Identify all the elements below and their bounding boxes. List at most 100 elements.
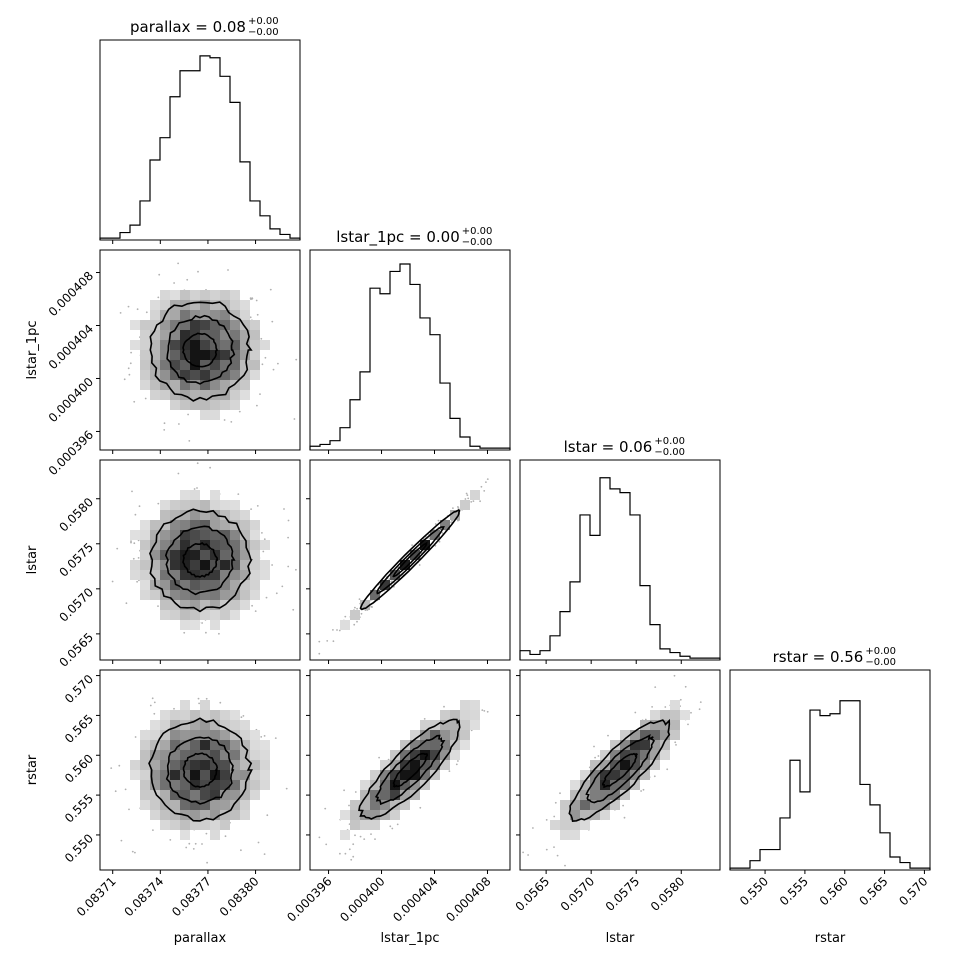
density-cell xyxy=(370,590,380,600)
density-cell xyxy=(190,390,200,400)
density-cell xyxy=(180,580,190,590)
density-cell xyxy=(420,720,430,730)
density-cell xyxy=(230,760,240,770)
density-cell xyxy=(190,300,200,310)
contour-line xyxy=(164,525,236,596)
density-cell xyxy=(140,330,150,340)
x-tick-label: 0.08371 xyxy=(74,874,119,919)
hist-step-lstar xyxy=(519,477,721,660)
density-cell xyxy=(180,820,190,830)
density-cell xyxy=(390,790,400,800)
density-cell xyxy=(180,710,190,720)
density-cell xyxy=(250,560,260,570)
scatter-point xyxy=(123,378,126,381)
density-cell xyxy=(240,530,250,540)
density-cell xyxy=(660,740,670,750)
density-cell xyxy=(460,710,470,720)
density-cell xyxy=(240,510,250,520)
density-cell xyxy=(390,800,400,810)
density-cell xyxy=(210,330,220,340)
density-cell xyxy=(220,750,230,760)
density-cell xyxy=(410,770,420,780)
scatter-point xyxy=(255,299,258,302)
scatter-point xyxy=(338,629,341,632)
scatter-point xyxy=(131,850,134,853)
scatter-point xyxy=(324,807,327,810)
density-cell xyxy=(220,400,230,410)
scatter-point xyxy=(272,368,275,371)
panel-lstar_1pc-vs-parallax xyxy=(96,249,301,454)
density-cell xyxy=(240,600,250,610)
density-cell xyxy=(430,750,440,760)
density-cell xyxy=(470,710,480,720)
density-cell xyxy=(260,740,270,750)
density-cell xyxy=(170,310,180,320)
scatter-point xyxy=(128,808,130,811)
panel-frame xyxy=(729,669,931,871)
density-cell xyxy=(420,540,430,550)
density-cell xyxy=(170,590,180,600)
density-cell xyxy=(380,790,390,800)
density-cell xyxy=(340,830,350,840)
density-cell xyxy=(200,340,210,350)
density-cell xyxy=(220,290,230,300)
density-cell xyxy=(200,410,210,420)
panel-frame xyxy=(309,459,511,661)
density-cell xyxy=(640,730,650,740)
density-cell xyxy=(170,380,180,390)
scatter-point xyxy=(684,685,687,688)
scatter-point xyxy=(136,308,139,311)
density-cell xyxy=(220,300,230,310)
density-cell xyxy=(570,830,580,840)
density-cell xyxy=(460,740,470,750)
density-cell xyxy=(390,750,400,760)
density-cell xyxy=(150,760,160,770)
density-cell xyxy=(200,380,210,390)
density-cell xyxy=(620,780,630,790)
scatter-point xyxy=(358,598,361,600)
density-cell xyxy=(230,340,240,350)
density-cell xyxy=(380,770,390,780)
density-cell xyxy=(250,730,260,740)
density-cell xyxy=(160,550,170,560)
density-cell xyxy=(350,610,360,620)
title-text: rstar = 0.56 xyxy=(773,648,864,666)
density-cell xyxy=(250,520,260,530)
scatter-point xyxy=(370,605,373,608)
density-cell xyxy=(170,500,180,510)
hist-panel-lstar: lstar = 0.06 +0.00−0.00 xyxy=(519,436,721,664)
density-cell xyxy=(460,700,470,710)
density-cell xyxy=(220,530,230,540)
density-cell xyxy=(250,330,260,340)
density-cell xyxy=(250,350,260,360)
density-cell xyxy=(400,740,410,750)
scatter-point xyxy=(173,282,176,284)
density-cell xyxy=(190,790,200,800)
scatter-point xyxy=(178,423,180,425)
density-cell xyxy=(450,740,460,750)
density-cell xyxy=(170,330,180,340)
x-axis-label-rstar: rstar xyxy=(815,931,846,946)
scatter-point xyxy=(130,541,132,544)
density-cell xyxy=(250,570,260,580)
density-cell xyxy=(220,580,230,590)
scatter-point xyxy=(411,544,413,546)
scatter-point xyxy=(352,843,355,846)
scatter-point xyxy=(111,580,114,583)
density-cell xyxy=(160,500,170,510)
scatter-point xyxy=(240,716,243,719)
contour-line xyxy=(165,736,235,805)
density-cell xyxy=(190,560,200,570)
density-cell xyxy=(630,760,640,770)
scatter-point xyxy=(240,849,242,852)
density-cell xyxy=(150,780,160,790)
density-cell xyxy=(200,560,210,570)
x-tick-label: 0.000404 xyxy=(390,874,440,924)
scatter-point xyxy=(360,612,363,615)
title-err-plus: +0.00 xyxy=(462,226,493,237)
scatter-point xyxy=(196,462,199,465)
scatter-point xyxy=(118,764,121,767)
density-cell xyxy=(190,600,200,610)
contour-line xyxy=(149,508,253,613)
density-cell xyxy=(200,730,210,740)
